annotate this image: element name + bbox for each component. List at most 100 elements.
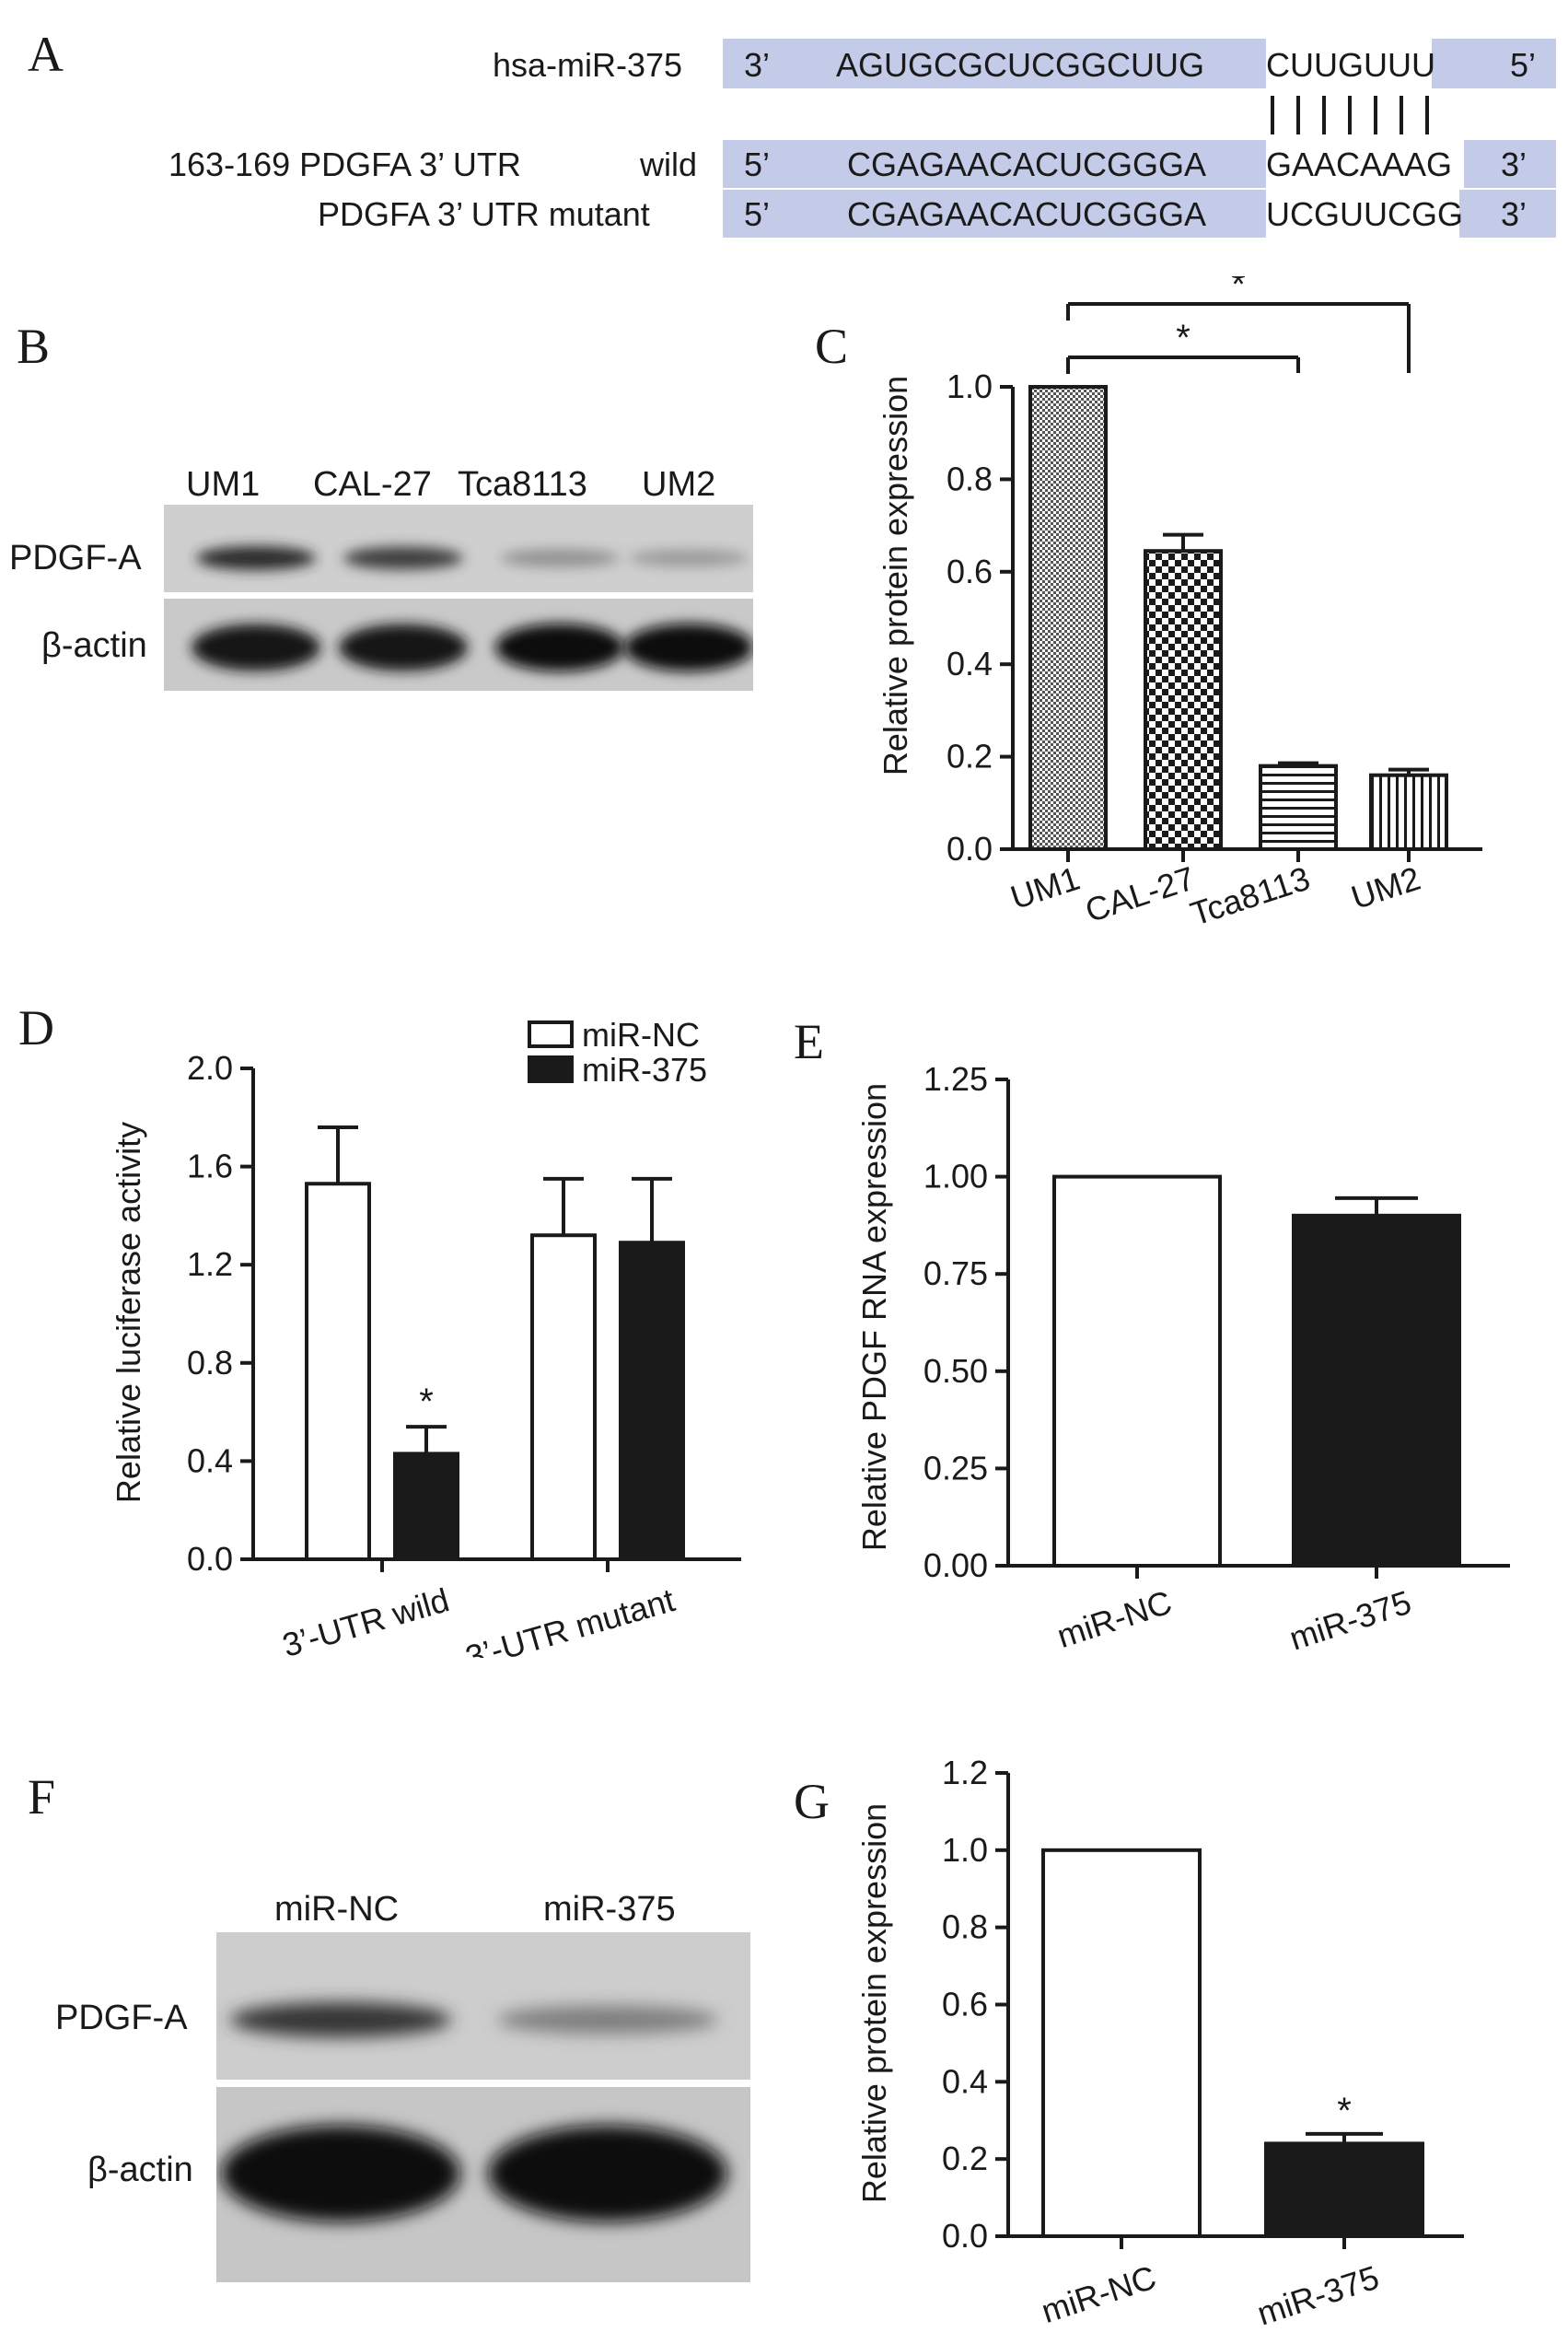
- blot-f-band-actin-mir-375: [488, 2125, 727, 2222]
- panel-label-a: A: [28, 27, 64, 82]
- mut-3prime: 3’: [1501, 195, 1527, 233]
- mir-5prime: 5’: [1510, 46, 1537, 84]
- chart-d-ytick-label-0: 0.0: [187, 1540, 233, 1578]
- chart-g-annotation-0: *: [1337, 2091, 1352, 2131]
- mut-seq-paired: CGAGAACACUCGGGA: [847, 195, 1207, 233]
- chart-g-ytick-label-0: 0.0: [942, 2217, 988, 2255]
- blot-b-row-pdgfa: PDGF-A: [9, 539, 142, 577]
- blot-b-row-actin: β-actin: [41, 626, 147, 665]
- chart-e-xtick-label-mir-375: miR-375: [1284, 1583, 1415, 1658]
- chart-c-sig-star-0: *: [1176, 318, 1191, 358]
- blot-b-lane-3: Tca8113: [458, 465, 587, 504]
- chart-d-ytick-label-3: 1.2: [187, 1245, 233, 1283]
- panel-label-e: E: [794, 1014, 824, 1069]
- chart-c-ytick-label-0: 0.0: [947, 830, 993, 868]
- chart-e-bar-mir-nc: [1052, 1174, 1222, 1568]
- chart-d-bar-3-utr-mutant-mir-375: [619, 1241, 685, 1561]
- blot-b-lane-2: CAL-27: [313, 465, 432, 504]
- wild-seq-paired: CGAGAACACUCGGGA: [847, 146, 1207, 183]
- chart-g-ytick-label-2: 0.4: [942, 2062, 988, 2100]
- chart-c-bar-tca8113: [1259, 764, 1338, 852]
- blot-b-band-pdgfa-um2: [629, 549, 749, 567]
- base-pairing-lines: [1271, 96, 1429, 134]
- blot-f-lane-1: miR-NC: [274, 1890, 400, 1929]
- chart-e-bar-mir-375: [1292, 1213, 1461, 1568]
- chart-g-ytick-label-6: 1.2: [942, 1754, 988, 1791]
- chart-g-bar-mir-375: [1264, 2141, 1424, 2238]
- wild-seq-highlight-left: [723, 140, 1266, 188]
- chart-d-ytick-label-1: 0.4: [187, 1441, 233, 1479]
- wild-seq-seed: GAACAAAG: [1266, 146, 1453, 183]
- chart-d-annotation-0: *: [419, 1382, 434, 1422]
- chart-g-xtick-label-mir-375: miR-375: [1252, 2258, 1383, 2330]
- chart-d-legend: miR-NC miR-375: [528, 1016, 707, 1089]
- chart-d: Relative luciferase activity 0.0 0.4 0.8 1.…: [110, 1016, 741, 1658]
- blot-f-band-pdgfa-mir-nc: [230, 2001, 451, 2038]
- blot-b-lane-4: UM2: [642, 465, 716, 504]
- panel-label-b: B: [17, 319, 51, 374]
- chart-e-xtick-label-mir-nc: miR-NC: [1052, 1583, 1176, 1656]
- chart-c-ytick-label-2: 0.4: [947, 645, 993, 682]
- chart-e-ytick-label-1: 0.25: [923, 1449, 988, 1487]
- wild-3prime: 3’: [1501, 146, 1527, 183]
- chart-c-bar-um1: [1028, 385, 1108, 851]
- chart-c-ylabel: Relative protein expression: [877, 376, 914, 775]
- chart-c-ytick-label-1: 0.2: [947, 738, 993, 775]
- blot-b-band-pdgfa-tca8113: [500, 549, 620, 567]
- chart-d-ytick-label-4: 1.6: [187, 1148, 233, 1185]
- panel-label-d: D: [18, 1000, 54, 1055]
- chart-d-bar-3-utr-mutant-mir-nc: [530, 1233, 597, 1561]
- chart-c-bar-um2: [1369, 773, 1448, 851]
- legend-label-mir-375: miR-375: [582, 1051, 707, 1089]
- legend-swatch-mir-375: [528, 1055, 574, 1083]
- mir-seq-seed: CUUGUUU: [1266, 46, 1435, 84]
- blot-f-band-pdgfa-mir-375: [497, 2005, 718, 2035]
- wild-utr-name: 163-169 PDGFA 3’ UTR: [168, 146, 521, 183]
- chart-e-ytick-label-0: 0.00: [923, 1546, 988, 1584]
- mut-seq-highlight-left: [723, 190, 1266, 238]
- blot-b-band-actin-cal-27: [339, 624, 468, 671]
- chart-e-ytick-label-5: 1.25: [923, 1060, 988, 1098]
- chart-g: Relative protein expression 0.0 0.2 0.4 0.6…: [855, 1754, 1464, 2330]
- chart-d-ytick-label-2: 0.8: [187, 1344, 233, 1382]
- panel-label-f: F: [28, 1769, 56, 1825]
- chart-c-xtick-label-tca8113: Tca8113: [1186, 859, 1315, 933]
- blot-b-band-actin-um1: [192, 624, 320, 671]
- blot-b-lane-1: UM1: [186, 465, 261, 504]
- chart-c-ytick-label-3: 0.6: [947, 553, 993, 590]
- chart-g-ytick-label-5: 1.0: [942, 1831, 988, 1869]
- chart-c-bar-cal-27: [1144, 549, 1223, 851]
- chart-d-xtick-label-3-utr-mutant: 3’-UTR mutant: [461, 1580, 679, 1658]
- chart-g-ylabel: Relative protein expression: [855, 1803, 893, 2203]
- wild-seq-highlight-right: [1464, 140, 1556, 188]
- panel-label-c: C: [815, 319, 849, 374]
- mir-name: hsa-miR-375: [493, 46, 683, 84]
- chart-g-bar-mir-nc: [1041, 1848, 1202, 2238]
- chart-c-sig-star-1: *: [1231, 276, 1246, 305]
- blot-f-row-actin: β-actin: [87, 2151, 193, 2189]
- mut-seq-mutated: UCGUUCGG: [1266, 195, 1463, 233]
- mir-3prime: 3’: [744, 46, 771, 84]
- mut-utr-name: PDGFA 3’ UTR mutant: [318, 195, 650, 233]
- mir-seq-paired: AGUGCGCUCGGCUUG: [836, 46, 1205, 84]
- chart-e-ylabel: Relative PDGF RNA expression: [855, 1083, 893, 1551]
- mut-5prime: 5’: [744, 195, 771, 233]
- chart-d-ytick-label-5: 2.0: [187, 1049, 233, 1087]
- chart-c-xtick-label-um1: UM1: [1006, 859, 1085, 916]
- western-blot-b: [164, 505, 753, 691]
- legend-label-mir-nc: miR-NC: [582, 1016, 700, 1054]
- chart-g-ytick-label-3: 0.6: [942, 1986, 988, 2023]
- blot-b-band-actin-um2: [624, 624, 753, 671]
- chart-c-xtick-label-cal-27: CAL-27: [1081, 859, 1200, 930]
- chart-d-bar-3-utr-wild-mir-nc: [305, 1182, 371, 1561]
- mut-seq-highlight-right: [1459, 190, 1556, 238]
- chart-g-ytick-label-1: 0.2: [942, 2140, 988, 2177]
- chart-d-bar-3-utr-wild-mir-375: [393, 1452, 459, 1561]
- blot-b-band-pdgfa-um1: [196, 545, 316, 571]
- blot-b-band-actin-tca8113: [495, 624, 624, 671]
- chart-d-ylabel: Relative luciferase activity: [110, 1122, 147, 1503]
- chart-c: Relative protein expression 0.0 0.2 0.4 0.6…: [877, 276, 1482, 933]
- legend-swatch-mir-nc: [528, 1020, 574, 1048]
- chart-c-xtick-label-um2: UM2: [1347, 859, 1425, 916]
- blot-f-band-actin-mir-nc: [221, 2125, 460, 2222]
